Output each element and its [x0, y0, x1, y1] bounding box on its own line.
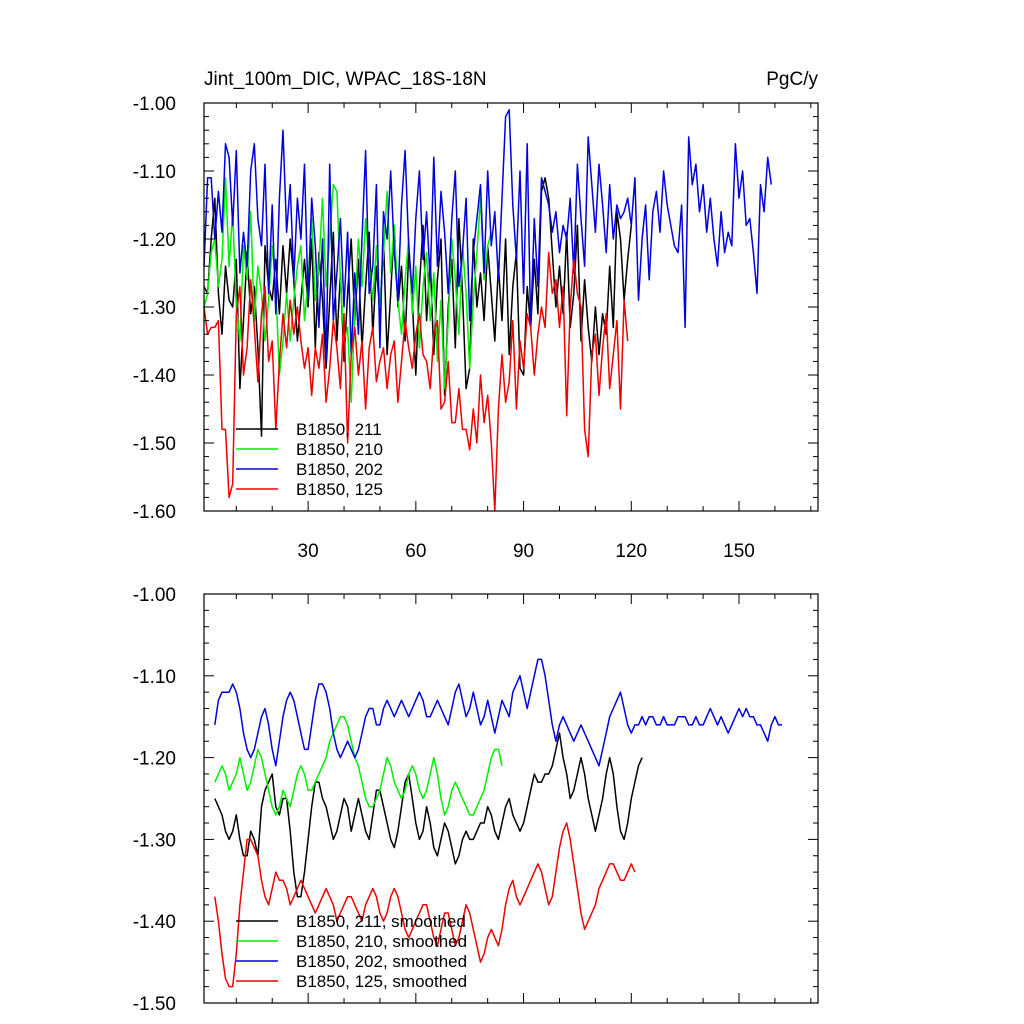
legend-label-0: B1850, 211, smoothed	[296, 912, 466, 931]
legend-label-2: B1850, 202	[296, 460, 383, 479]
bottom-panel: -1.00 -1.10 -1.20 -1.30 -1.40 -1.50 B1850, 21…	[133, 585, 819, 1015]
bottom-axes: -1.00 -1.10 -1.20 -1.30 -1.40 -1.50	[133, 585, 819, 1015]
series-line-3	[214, 822, 636, 988]
y-tick-label: -1.40	[133, 366, 176, 387]
y-tick-label: -1.20	[133, 749, 176, 770]
y-tick-label: -1.30	[133, 298, 176, 319]
top-panel: Jint_100m_DIC, WPAC_18S-18N PgC/y -1.00-…	[133, 69, 819, 562]
legend-label-0: B1850, 211	[296, 420, 382, 439]
series-line-1	[214, 715, 503, 816]
series-line-0	[214, 732, 643, 898]
top-plot-series	[203, 109, 773, 512]
x-tick-label: 30	[298, 541, 319, 562]
chart-title: Jint_100m_DIC, WPAC_18S-18N	[204, 69, 487, 90]
y-tick-label: -1.40	[133, 912, 176, 933]
units-label: PgC/y	[766, 69, 818, 90]
series-line-2	[214, 658, 783, 767]
y-tick-label: -1.60	[133, 502, 176, 523]
y-tick-label: -1.00	[133, 94, 176, 115]
bottom-plot-series	[214, 658, 783, 988]
series-line-3	[203, 251, 629, 512]
plot-frame	[203, 593, 819, 1004]
y-tick-label: -1.50	[133, 434, 176, 455]
y-tick-label: -1.00	[133, 585, 176, 606]
y-tick-label: -1.20	[133, 230, 176, 251]
legend-label-3: B1850, 125	[296, 480, 383, 499]
y-tick-label: -1.30	[133, 830, 176, 851]
x-tick-label: 60	[405, 541, 426, 562]
y-tick-label: -1.10	[133, 162, 176, 183]
x-tick-label: 90	[513, 541, 534, 562]
x-tick-label: 150	[723, 541, 755, 562]
series-line-1	[203, 177, 493, 403]
x-tick-label: 120	[615, 541, 647, 562]
legend-label-1: B1850, 210, smoothed	[296, 932, 467, 951]
legend-label-3: B1850, 125, smoothed	[296, 972, 467, 991]
legend-label-1: B1850, 210	[296, 440, 383, 459]
legend-label-2: B1850, 202, smoothed	[296, 952, 467, 971]
series-line-0	[203, 177, 633, 437]
series-line-2	[203, 109, 773, 363]
top-axes: -1.00 -1.10 -1.20 -1.30 -1.40 -1.50 -1.60 30 60 9…	[133, 94, 819, 562]
y-tick-label: -1.50	[133, 994, 176, 1015]
y-tick-label: -1.10	[133, 667, 176, 688]
